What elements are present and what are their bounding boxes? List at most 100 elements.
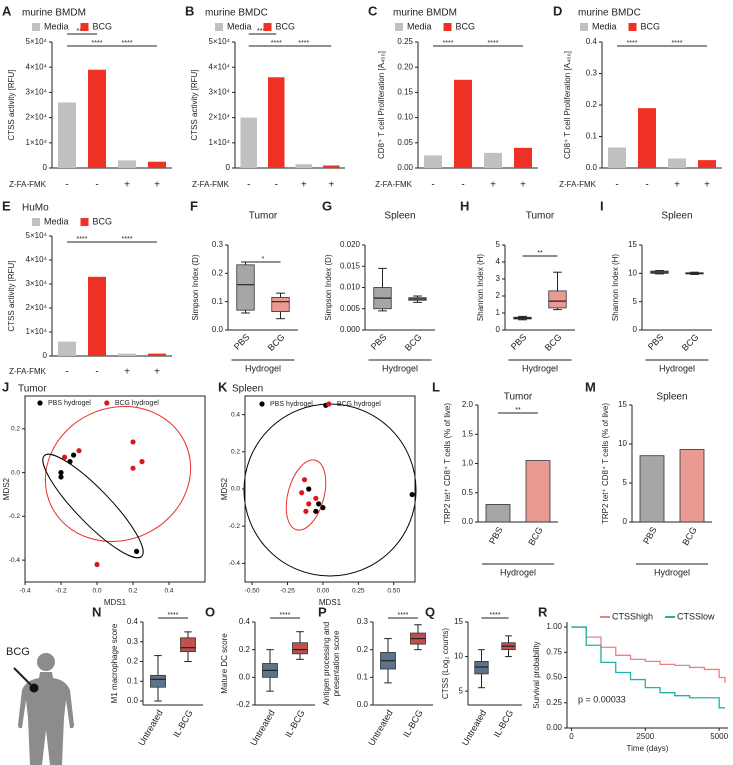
y-tick-label: -0.4 [229,560,241,567]
y-tick-label: 4 [496,257,501,266]
legend-label: BCG hydrogel [115,400,159,407]
y-tick-label: 0.0 [212,325,224,334]
x-tick-label: IL-BCG [401,708,425,739]
y-tick-label: 1.0 [462,459,474,468]
legend-swatch [37,400,43,406]
y-tick-label: 1×10⁴ [209,138,231,147]
point [76,448,82,454]
legend-swatch [395,23,403,31]
legend-label: Media [44,21,69,31]
y-tick-label: 0.005 [340,304,361,313]
y-axis-label: CD8⁺ T cell Proliferation [A₄₅₀] [563,51,572,159]
panel-letter: R [538,604,548,619]
point [301,477,308,483]
y-axis-label: CTSS (Log₂ counts) [441,628,450,699]
y-tick-label: 10 [454,652,463,661]
y-tick-label: 0.2 [357,645,369,654]
y-tick-label: 2×10⁴ [26,303,48,312]
box [271,297,290,312]
y-tick-label: 2×10⁴ [26,113,48,122]
significance-label: **** [443,40,454,47]
x-tick-label: PBS [369,332,389,352]
x-tick-label: - [615,180,618,191]
legend-label: BCG hydrogel [337,401,381,408]
x-tick-label: - [95,180,98,191]
y-tick-label: 0.4 [239,617,251,626]
group-label: Hydrogel [500,567,536,577]
x-tick-label: PBS [646,332,666,352]
y-tick-label: 1 [496,308,501,317]
y-tick-label: 0.15 [397,88,413,97]
significance-label: **** [271,40,282,47]
x-tick-label: 0.00 [317,588,330,595]
ellipse-pbs [243,403,417,577]
significance-label: **** [627,40,638,47]
y-tick-label: 5×10⁴ [26,37,48,46]
legend-label: Media [407,21,432,31]
y-tick-label: 0.015 [340,261,361,270]
y-tick-label: 1×10⁴ [26,138,48,147]
bar [148,353,166,356]
legend-swatch [80,218,89,226]
group-label: Hydrogel [654,567,690,577]
y-tick-label: 10 [628,268,637,277]
plot-frame [244,395,416,583]
point [134,548,140,554]
group-label: Hydrogel [245,363,281,373]
y-tick-label: 0.0 [357,700,369,709]
point [316,501,322,507]
significance-label: **** [398,612,409,619]
y-tick-label: 0.05 [397,138,413,147]
panel-title: Spleen [384,211,415,222]
x-tick-label: + [328,180,334,191]
panel-letter: N [92,604,101,619]
survival-curve [571,626,726,709]
box [292,642,308,655]
y-tick-label: 5×10⁴ [26,231,48,240]
y-tick-label: 0.10 [397,113,413,122]
panel-title: Tumor [504,392,533,403]
bar [295,164,312,168]
point [313,495,319,501]
y-tick-label: 0.3 [127,637,139,646]
y-tick-label: 0.1 [212,297,224,306]
y-tick-label: 0.3 [357,617,369,626]
legend-label: CTSShigh [612,611,653,621]
y-tick-label: 0 [633,325,638,334]
x-tick-label: IL-BCG [283,708,307,739]
y-tick-label: 5 [633,297,638,306]
legend-label: Media [227,21,252,31]
x-axis-label: Time (days) [627,744,669,753]
panel-letter: L [432,379,440,394]
x-tick-label: 2500 [636,732,654,741]
panel-letter: J [2,379,9,394]
x-tick-label: - [645,180,648,191]
y-tick-label: 0.20 [397,62,413,71]
legend-swatch [32,23,40,31]
x-axis-label: MDS1 [319,598,342,607]
x-tick-label: + [301,180,307,191]
y-tick-label: -0.4 [9,557,21,564]
category-axis-label: Z-FA-FMK [375,180,413,189]
y-tick-label: 3×10⁴ [26,279,48,288]
legend-label: PBS hydrogel [48,400,91,407]
box [150,674,166,688]
y-tick-label: 0.75 [546,647,562,656]
group-label: Hydrogel [522,363,558,373]
y-tick-label: 0.50 [546,673,562,682]
box [180,637,196,653]
x-tick-label: PBS [641,525,659,546]
x-tick-label: Untreated [366,708,394,747]
x-tick-label: 0.25 [352,588,365,595]
y-axis-label: CD8⁺ T cell Proliferation [A₄₅₀] [377,51,386,159]
category-axis-label: Z-FA-FMK [559,180,597,189]
legend-label: CTSSlow [677,611,715,621]
y-tick-label: 1.5 [462,429,474,438]
legend-swatch [259,401,265,407]
panel-letter: P [318,604,327,619]
point [58,469,64,476]
y-axis-label: MDS2 [2,477,11,500]
y-axis-label: Shannon Index (H) [476,254,485,321]
y-axis-label: CTSS activity [RFU] [7,260,16,331]
plot-frame [24,395,206,583]
